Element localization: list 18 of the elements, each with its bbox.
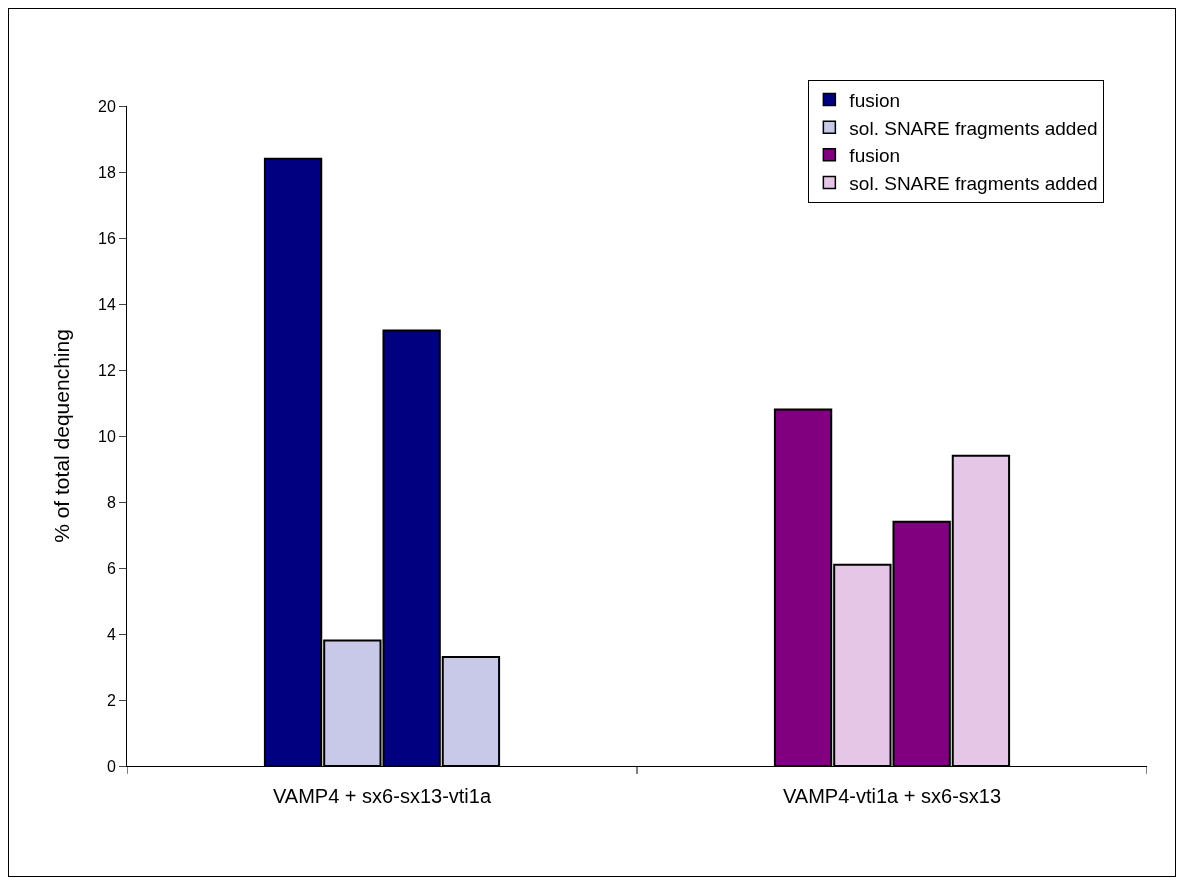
legend-label: sol. SNARE fragments added [849,117,1098,139]
y-tick-label: 8 [106,493,116,511]
y-tick-label: 10 [98,427,116,445]
y-tick-label: 4 [106,625,116,643]
y-tick-label: 12 [98,361,116,379]
y-tick-label: 14 [98,295,116,313]
y-tick-label: 20 [98,97,116,115]
x-tick-label: VAMP4 + sx6-sx13-vti1a [272,785,492,807]
y-tick-label: 6 [106,559,116,577]
x-tick-label: VAMP4-vti1a + sx6-sx13 [782,785,1002,807]
y-axis-title: % of total dequenching [50,329,74,543]
legend-label: fusion [849,145,901,167]
legend-label: fusion [849,89,901,111]
legend-label: sol. SNARE fragments added [849,172,1098,194]
y-tick-label: 0 [106,757,116,775]
y-tick-label: 2 [106,691,116,709]
y-tick-label: 18 [98,163,116,181]
y-tick-label: 16 [98,229,116,247]
